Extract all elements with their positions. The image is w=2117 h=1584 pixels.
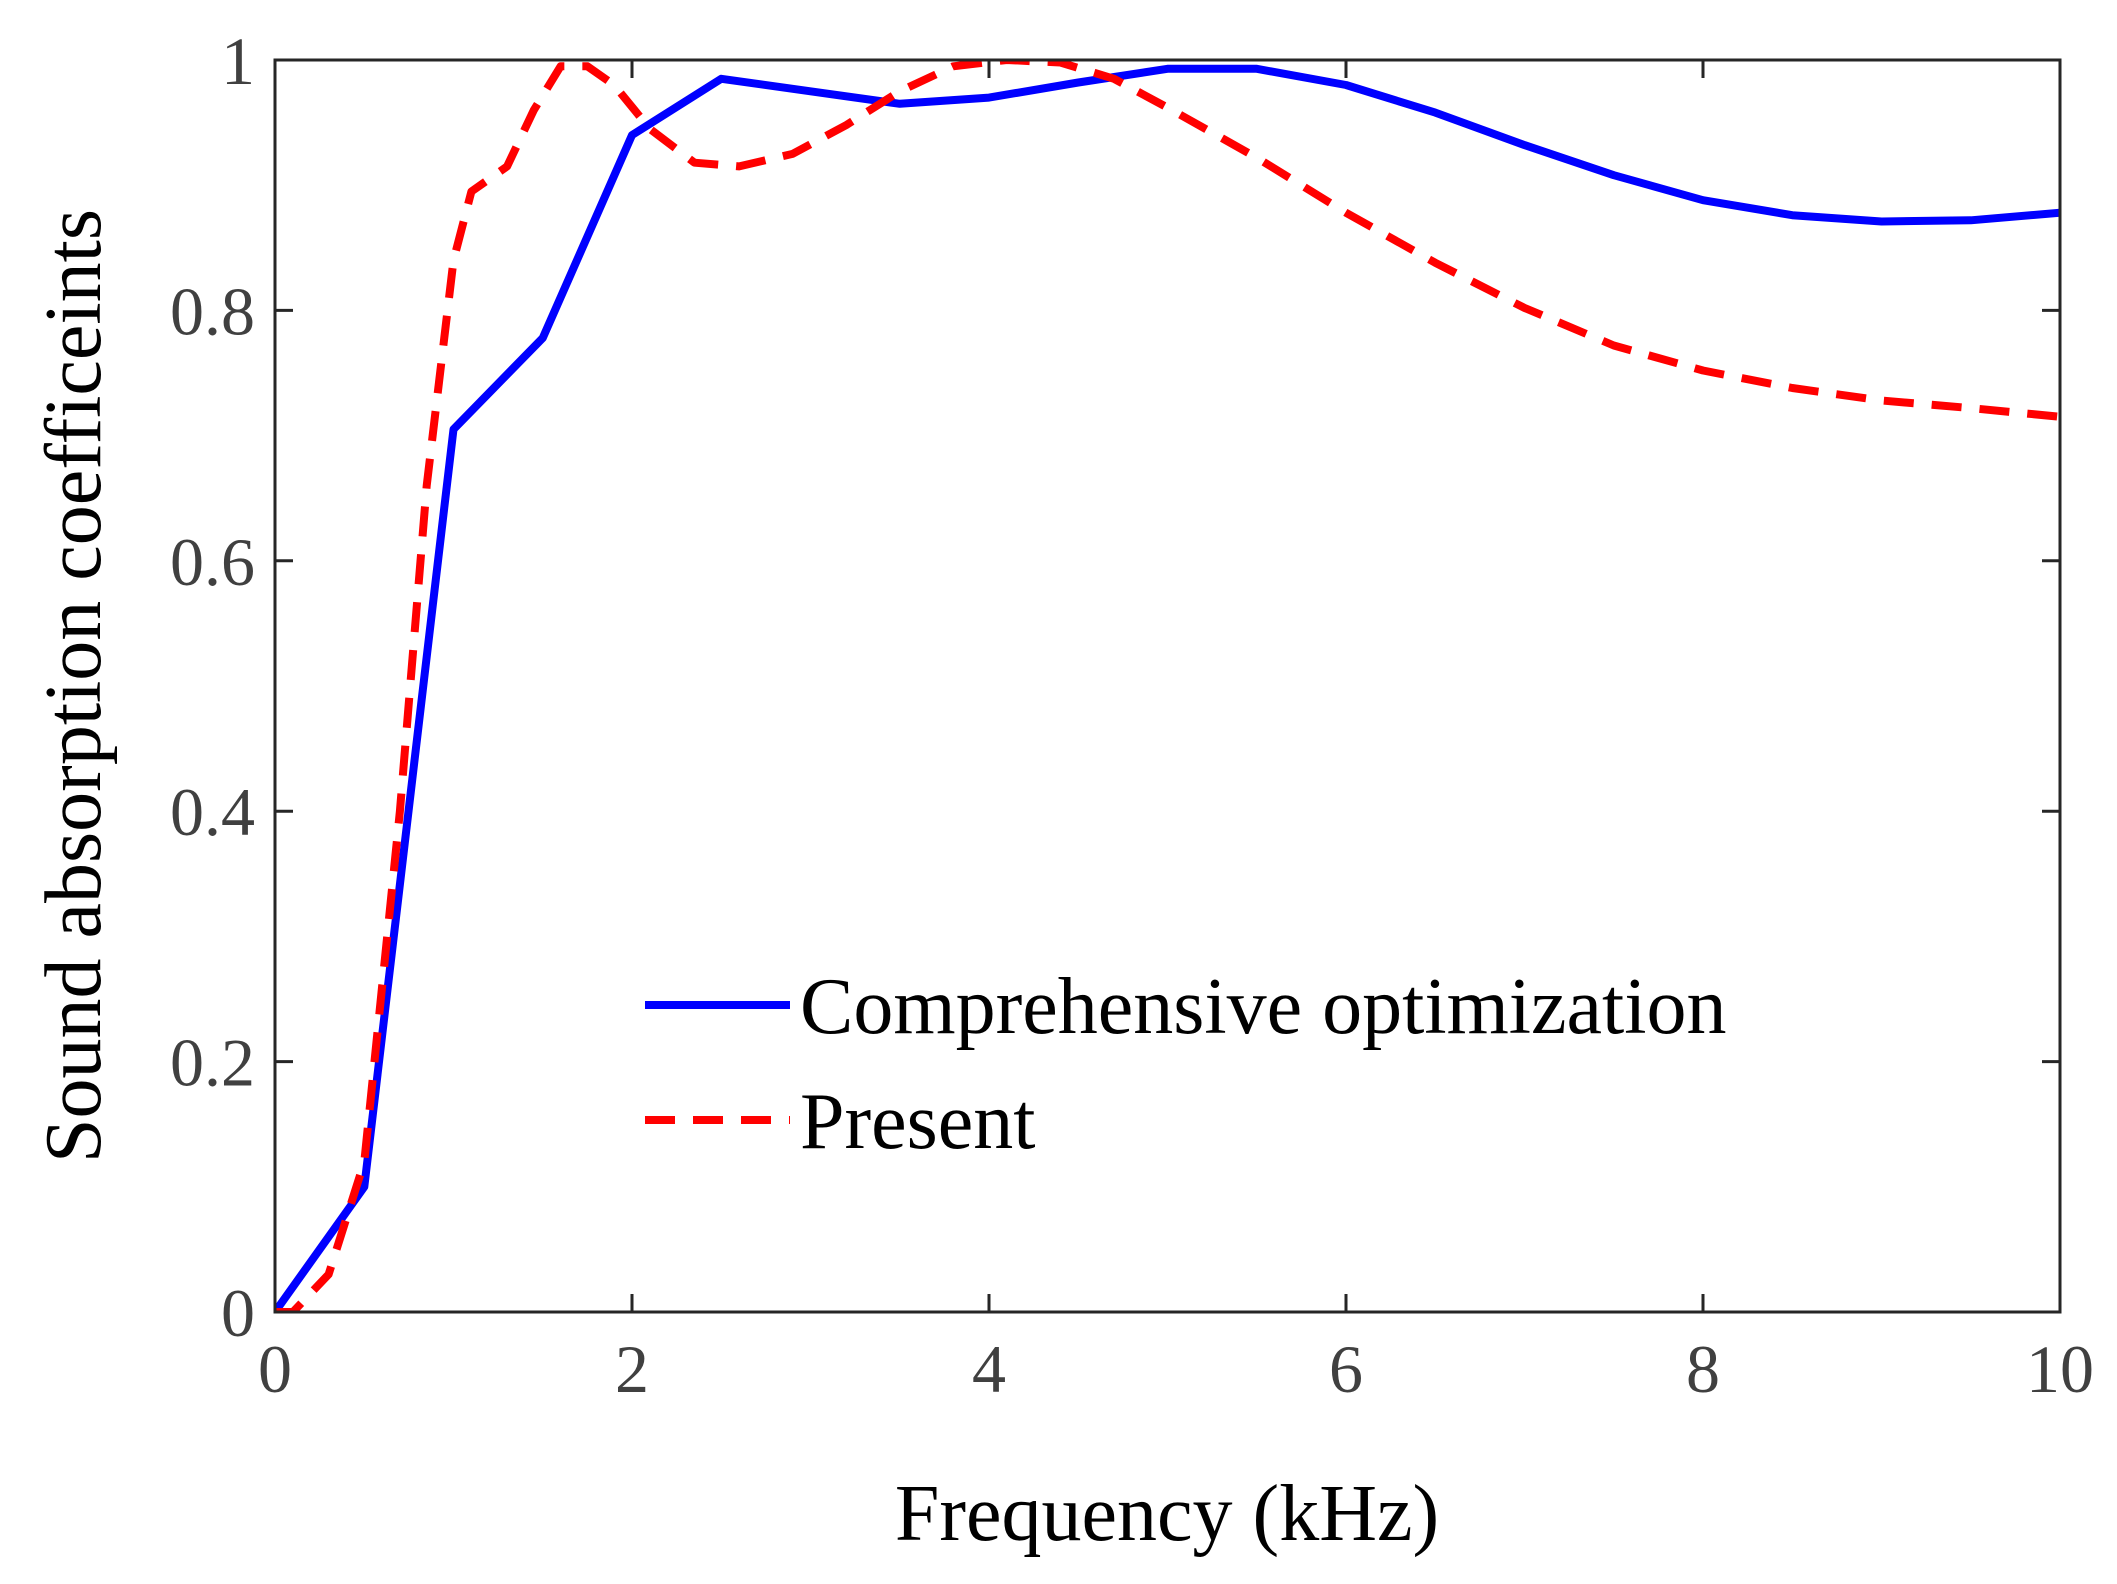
legend-label: Present [800,1078,1036,1166]
plot-area [275,60,2060,1312]
legend: Comprehensive optimization Present [645,963,1726,1166]
x-tick-label: 8 [1686,1331,1720,1407]
y-tick-label: 0.8 [170,273,255,349]
y-tick-label: 1 [221,23,255,99]
y-axis-title: Sound absorption coefficeints [30,209,118,1163]
axes-layer: 0 2 4 6 8 10 0 0.2 0.4 0.6 0.8 1 [170,23,2094,1407]
y-tick-label: 0.6 [170,524,255,600]
x-tick-label: 0 [258,1331,292,1407]
x-axis-title: Frequency (kHz) [895,1470,1439,1558]
series-line-comprehensive-optimization [275,64,2060,1312]
y-tick-label: 0 [221,1275,255,1351]
y-tick-label: 0.2 [170,1025,255,1101]
plot-frame [273,58,2062,1314]
x-tick-label: 10 [2026,1331,2094,1407]
x-tick-label: 2 [615,1331,649,1407]
legend-label: Comprehensive optimization [800,963,1726,1051]
x-tick-label: 4 [972,1331,1006,1407]
series-layer [275,60,2060,1312]
x-tick-label: 6 [1329,1331,1363,1407]
y-tick-label: 0.4 [170,774,255,850]
series-line-present [275,60,2060,1312]
